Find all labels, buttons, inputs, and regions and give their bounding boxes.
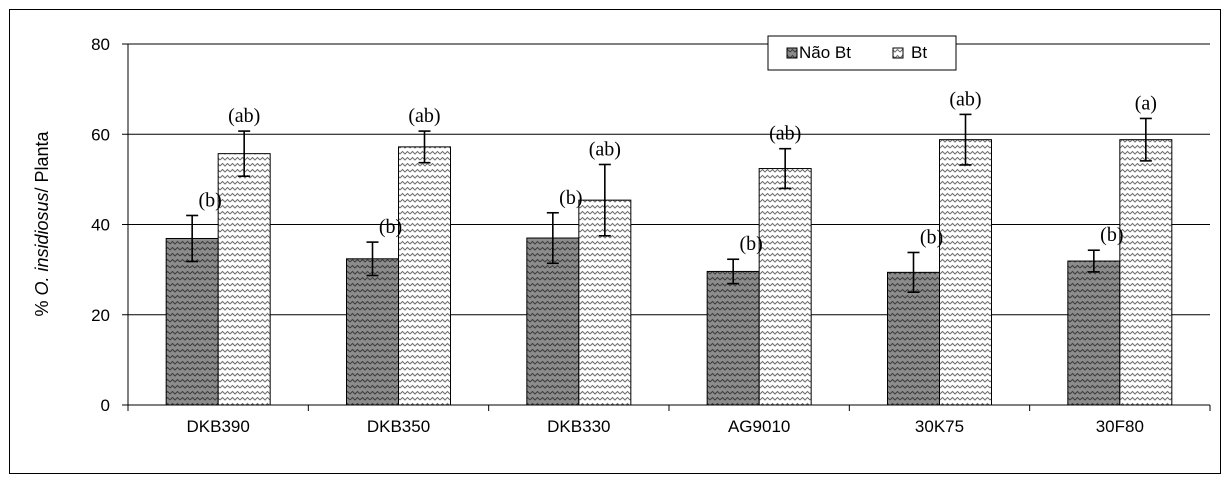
legend-label-nao-bt: Não Bt bbox=[799, 43, 851, 62]
y-tick-label: 0 bbox=[101, 396, 110, 415]
significance-letter: (b) bbox=[740, 233, 763, 255]
bar-bt bbox=[398, 146, 451, 406]
significance-letter: (ab) bbox=[589, 138, 621, 160]
y-tick-label: 80 bbox=[91, 35, 110, 54]
legend-box bbox=[767, 35, 957, 71]
bars-layer bbox=[165, 139, 1173, 406]
significance-letter: (a) bbox=[1135, 92, 1157, 114]
labels-layer: 0 20 40 60 80 DKB390 (b) (ab) DKB350 (b) (ab) DKB33… bbox=[91, 35, 1157, 436]
significance-letter: (b) bbox=[379, 216, 402, 238]
significance-letter: (ab) bbox=[408, 105, 440, 127]
x-tick-label: DKB350 bbox=[367, 417, 430, 436]
legend-swatch-nao-bt bbox=[786, 47, 798, 59]
significance-letter: (b) bbox=[559, 187, 582, 209]
axes-layer bbox=[122, 43, 1211, 411]
bar-bt bbox=[758, 168, 812, 406]
significance-letter: (ab) bbox=[228, 105, 260, 127]
bar-nao-bt bbox=[346, 258, 399, 406]
significance-letter: (b) bbox=[920, 226, 943, 248]
bar-bt bbox=[939, 139, 992, 406]
bar-nao-bt bbox=[165, 237, 219, 406]
bar-bt bbox=[1119, 139, 1173, 406]
x-tick-label: AG9010 bbox=[728, 417, 790, 436]
y-axis-label-italic: O. insidiosus bbox=[32, 192, 52, 295]
y-tick-label: 40 bbox=[91, 216, 110, 235]
y-axis-label-prefix: % bbox=[32, 296, 52, 317]
x-tick-label: 30F80 bbox=[1096, 417, 1144, 436]
x-tick-label: 30K75 bbox=[915, 417, 964, 436]
bar-nao-bt bbox=[1067, 260, 1121, 406]
significance-letter: (ab) bbox=[769, 123, 801, 145]
significance-letter: (b) bbox=[1100, 224, 1123, 246]
error-bars-layer bbox=[186, 113, 1152, 293]
legend-swatch-bt bbox=[892, 47, 904, 59]
gridlines bbox=[128, 43, 1210, 316]
x-tick-label: DKB330 bbox=[547, 417, 610, 436]
bar-bt bbox=[217, 153, 271, 406]
y-axis-label-suffix: / Planta bbox=[32, 130, 52, 192]
y-axis-label: % O. insidiosus/ Planta bbox=[32, 130, 52, 316]
bar-nao-bt bbox=[706, 270, 760, 406]
x-tick-label: DKB390 bbox=[187, 417, 250, 436]
bar-nao-bt bbox=[887, 271, 940, 406]
legend: Não Bt Bt bbox=[767, 35, 957, 71]
significance-letter: (ab) bbox=[949, 88, 981, 110]
y-tick-label: 60 bbox=[91, 125, 110, 144]
legend-label-bt: Bt bbox=[911, 43, 927, 62]
y-tick-label: 20 bbox=[91, 306, 110, 325]
significance-letter: (b) bbox=[199, 189, 222, 211]
